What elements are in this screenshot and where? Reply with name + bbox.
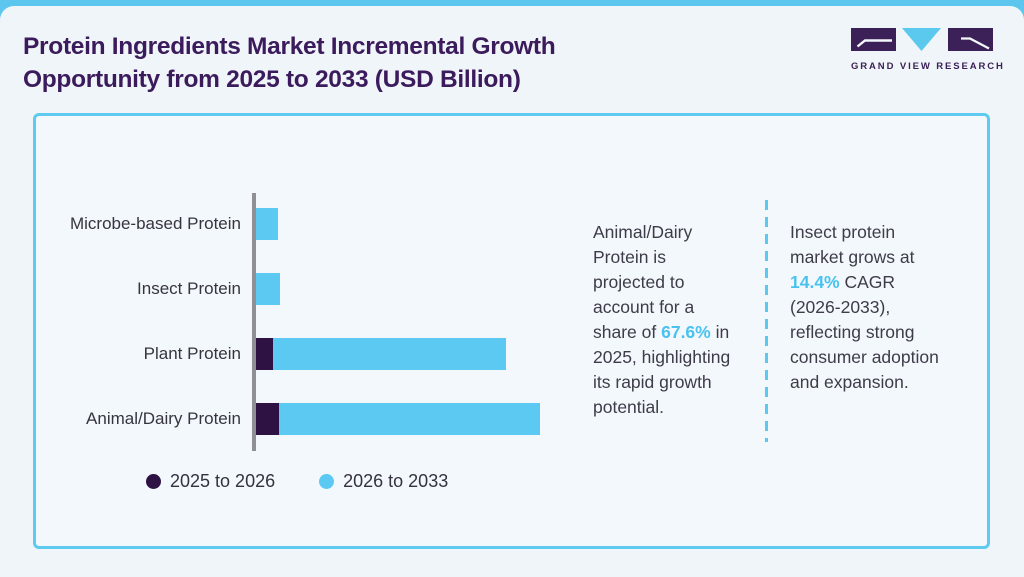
legend-dot-icon: [146, 474, 161, 489]
logo-wordmark: GRAND VIEW RESEARCH: [851, 61, 1005, 72]
page-title-line1: Protein Ingredients Market Incremental G…: [23, 33, 556, 60]
category-label: Microbe-based Protein: [69, 214, 241, 233]
chart-panel: Microbe-based Protein Insect Protein Pla…: [33, 113, 990, 549]
bar-group: [256, 273, 281, 305]
bar-segment-2026-2033: [279, 403, 540, 435]
category-label: Insect Protein: [137, 279, 241, 298]
category-label: Animal/Dairy Protein: [86, 409, 241, 428]
gvr-logo-icon: [851, 28, 993, 51]
page-title: Protein Ingredients Market Incremental G…: [23, 30, 556, 96]
annotation-insect-protein: Insect protein market grows at 14.4% CAG…: [790, 220, 950, 395]
chart-legend: 2025 to 2026 2026 to 2033: [146, 471, 448, 492]
bar-group: [256, 338, 506, 370]
legend-item-2025-2026: 2025 to 2026: [146, 471, 275, 492]
page-background: Protein Ingredients Market Incremental G…: [0, 6, 1024, 577]
dashed-divider: [765, 200, 768, 442]
legend-dot-icon: [319, 474, 335, 489]
bar-segment-2026-2033: [256, 208, 278, 240]
annotation-highlight-value: 67.6%: [661, 322, 711, 342]
bar-group: [256, 403, 540, 435]
annotation-animal-dairy: Animal/Dairy Protein is projected to acc…: [593, 220, 735, 420]
bar-segment-2025-2026: [256, 403, 279, 435]
annotation-text: Animal/Dairy Protein is projected to acc…: [593, 222, 695, 342]
annotation-text: Insect protein market grows at: [790, 222, 915, 267]
bar-segment-2025-2026: [256, 338, 274, 370]
annotation-text: in 2025, highlighting its rapid growth p…: [593, 322, 731, 417]
annotation-text: CAGR (2026-2033), reflecting strong cons…: [790, 272, 939, 392]
category-label: Plant Protein: [143, 344, 241, 363]
bar-segment-2026-2033: [256, 273, 281, 305]
page-title-line2: Opportunity from 2025 to 2033 (USD Billi…: [23, 66, 521, 93]
bar-segment-2026-2033: [273, 338, 506, 370]
annotation-highlight-value: 14.4%: [790, 272, 840, 292]
legend-label: 2026 to 2033: [343, 471, 449, 491]
legend-label: 2025 to 2026: [170, 471, 276, 491]
legend-item-2026-2033: 2026 to 2033: [319, 471, 448, 492]
bar-group: [256, 208, 278, 240]
grand-view-research-logo: GRAND VIEW RESEARCH: [851, 28, 1005, 72]
chart-baseline-axis: [252, 193, 256, 451]
